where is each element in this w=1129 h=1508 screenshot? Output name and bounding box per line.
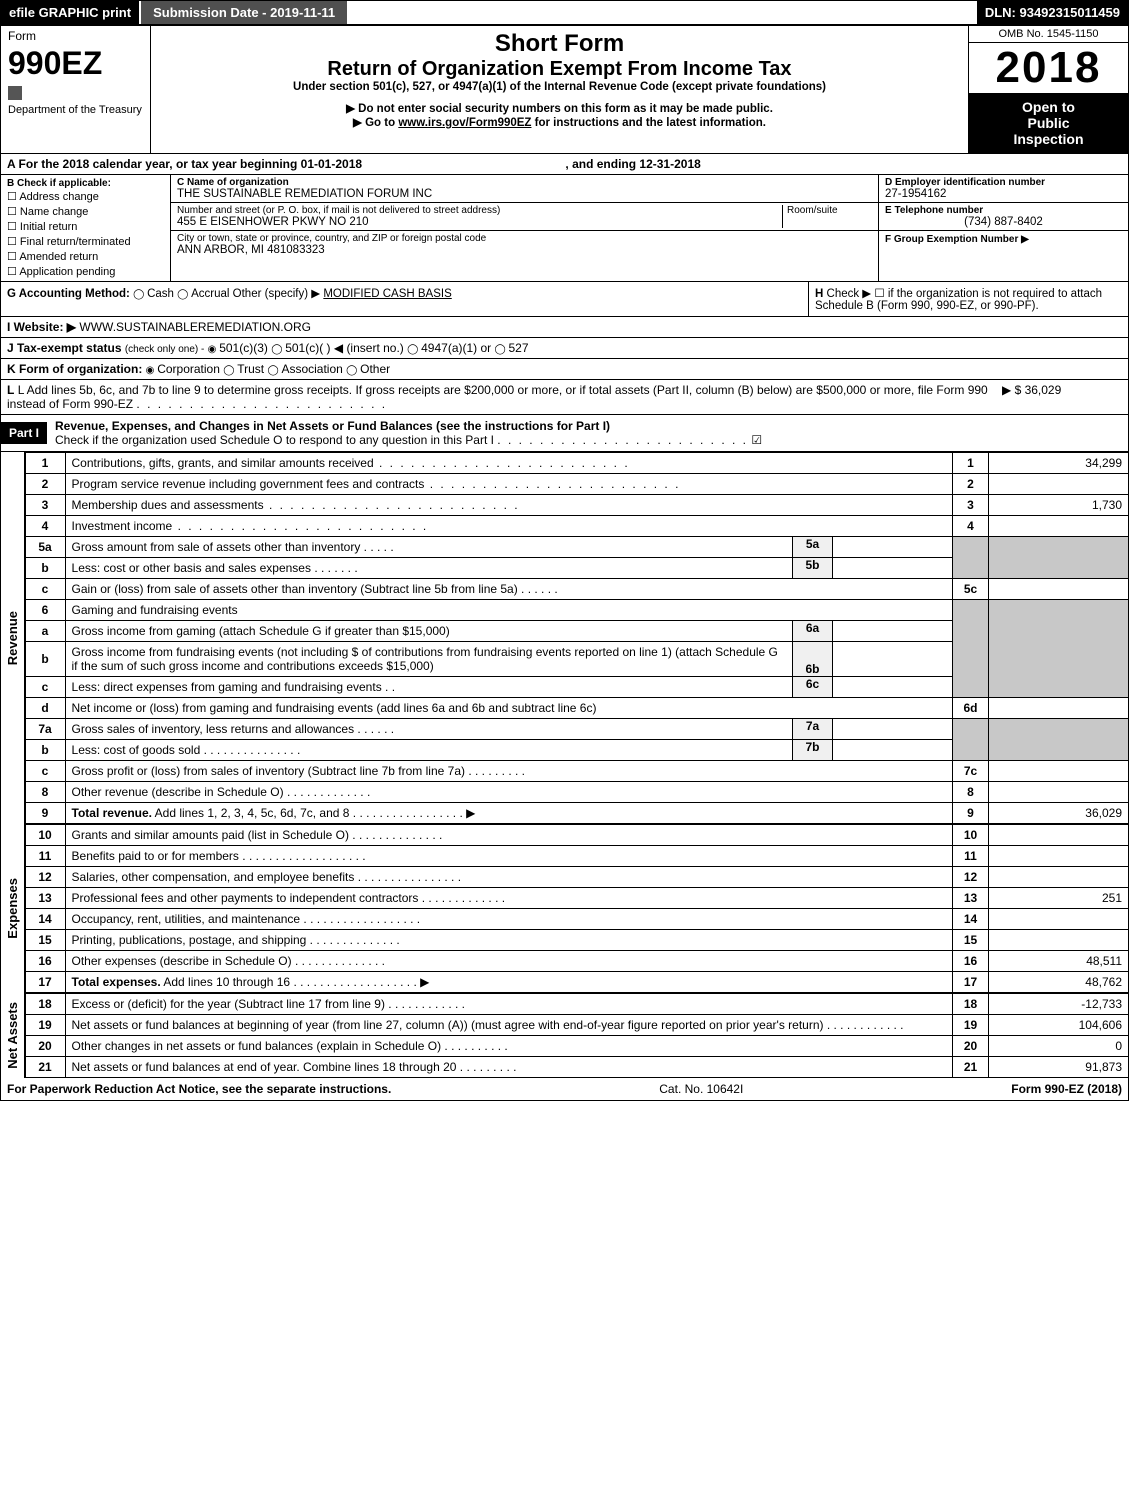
E-label: E Telephone number (885, 205, 1122, 216)
line-5c: cGain or (loss) from sale of assets othe… (25, 579, 1128, 600)
room-label: Room/suite (787, 205, 872, 216)
line-20: 20Other changes in net assets or fund ba… (25, 1036, 1128, 1057)
H-text: Check ▶ ☐ if the organization is not req… (815, 288, 1102, 312)
line-10: 10Grants and similar amounts paid (list … (25, 825, 1128, 846)
tax-year: 2018 (969, 43, 1128, 93)
netassets-label: Net Assets (3, 998, 22, 1073)
netassets-section: Net Assets 18Excess or (deficit) for the… (0, 993, 1129, 1078)
row-GH: G Accounting Method: Cash Accrual Other … (0, 282, 1129, 317)
line-5a: 5aGross amount from sale of assets other… (25, 537, 1128, 558)
radio-other-org[interactable]: Other (346, 362, 390, 376)
footer-mid: Cat. No. 10642I (659, 1082, 743, 1096)
check-initial[interactable]: Initial return (7, 219, 164, 234)
radio-assoc[interactable]: Association (267, 362, 342, 376)
L-amount: ▶ $ 36,029 (1002, 383, 1122, 411)
check-amended[interactable]: Amended return (7, 249, 164, 264)
subtitle-ssn: ▶ Do not enter social security numbers o… (159, 101, 960, 115)
form-label: Form (2, 27, 149, 45)
revenue-label: Revenue (3, 607, 22, 669)
check-name[interactable]: Name change (7, 204, 164, 219)
radio-corp[interactable]: Corporation (146, 362, 220, 376)
check-final[interactable]: Final return/terminated (7, 234, 164, 249)
street: 455 E EISENHOWER PKWY NO 210 (177, 216, 782, 228)
expenses-label: Expenses (3, 874, 22, 943)
dept-treasury: Department of the Treasury (2, 100, 149, 120)
city-label: City or town, state or province, country… (177, 233, 872, 244)
footer-left: For Paperwork Reduction Act Notice, see … (7, 1082, 391, 1096)
download-icon (8, 86, 22, 100)
partI-title: Revenue, Expenses, and Changes in Net As… (55, 419, 610, 433)
F-label: F Group Exemption Number ▶ (885, 234, 1029, 245)
revenue-section: Revenue 1Contributions, gifts, grants, a… (0, 452, 1129, 824)
line-9: 9Total revenue. Add lines 1, 2, 3, 4, 5c… (25, 803, 1128, 824)
line-4: 4Investment income4 (25, 516, 1128, 537)
check-pending[interactable]: Application pending (7, 264, 164, 279)
line-21: 21Net assets or fund balances at end of … (25, 1057, 1128, 1078)
form-number: 990EZ (2, 45, 149, 86)
line-15: 15Printing, publications, postage, and s… (25, 930, 1128, 951)
submission-date: Submission Date - 2019-11-11 (139, 1, 347, 24)
line-11: 11Benefits paid to or for members . . . … (25, 846, 1128, 867)
expenses-section: Expenses 10Grants and similar amounts pa… (0, 824, 1129, 993)
partI-check: Check if the organization used Schedule … (55, 433, 494, 447)
street-label: Number and street (or P. O. box, if mail… (177, 205, 782, 216)
irs-link[interactable]: www.irs.gov/Form990EZ (398, 117, 531, 129)
row-L: L L Add lines 5b, 6c, and 7b to line 9 t… (0, 380, 1129, 415)
line-6d: dNet income or (loss) from gaming and fu… (25, 698, 1128, 719)
radio-accrual[interactable]: Accrual (177, 288, 229, 300)
efile-print-button[interactable]: efile GRAPHIC print (1, 1, 139, 24)
radio-trust[interactable]: Trust (223, 362, 264, 376)
line-2: 2Program service revenue including gover… (25, 474, 1128, 495)
grid-BCDEF: B Check if applicable: Address change Na… (0, 175, 1129, 282)
line-19: 19Net assets or fund balances at beginni… (25, 1015, 1128, 1036)
row-J: J Tax-exempt status (check only one) - 5… (0, 338, 1129, 359)
row-K: K Form of organization: Corporation Trus… (0, 359, 1129, 380)
org-name: THE SUSTAINABLE REMEDIATION FORUM INC (177, 188, 872, 200)
footer-right: Form 990-EZ (2018) (1011, 1082, 1122, 1096)
subtitle-goto: ▶ Go to www.irs.gov/Form990EZ for instru… (159, 115, 960, 129)
radio-cash[interactable]: Cash (133, 288, 174, 300)
phone: (734) 887-8402 (885, 216, 1122, 228)
title-return: Return of Organization Exempt From Incom… (159, 58, 960, 81)
line-7a: 7aGross sales of inventory, less returns… (25, 719, 1128, 740)
open-public: Open to Public Inspection (969, 93, 1128, 153)
line-12: 12Salaries, other compensation, and empl… (25, 867, 1128, 888)
line-1: 1Contributions, gifts, grants, and simil… (25, 453, 1128, 474)
subtitle-section: Under section 501(c), 527, or 4947(a)(1)… (159, 81, 960, 93)
line-14: 14Occupancy, rent, utilities, and mainte… (25, 909, 1128, 930)
omb-number: OMB No. 1545-1150 (969, 26, 1128, 43)
line-16: 16Other expenses (describe in Schedule O… (25, 951, 1128, 972)
footer: For Paperwork Reduction Act Notice, see … (0, 1078, 1129, 1101)
partI-header-row: Part I Revenue, Expenses, and Changes in… (0, 415, 1129, 452)
website[interactable]: WWW.SUSTAINABLEREMEDIATION.ORG (79, 320, 311, 334)
radio-501c[interactable]: 501(c)( ) ◀ (insert no.) (271, 341, 404, 355)
accounting-other: MODIFIED CASH BASIS (323, 288, 451, 300)
line-7c: cGross profit or (loss) from sales of in… (25, 761, 1128, 782)
check-address[interactable]: Address change (7, 189, 164, 204)
line-8: 8Other revenue (describe in Schedule O) … (25, 782, 1128, 803)
radio-4947[interactable]: 4947(a)(1) or (407, 341, 491, 355)
row-A: A For the 2018 calendar year, or tax yea… (0, 154, 1129, 175)
row-I: I Website: ▶ WWW.SUSTAINABLEREMEDIATION.… (0, 317, 1129, 338)
line-18: 18Excess or (deficit) for the year (Subt… (25, 994, 1128, 1015)
form-header: Form 990EZ Department of the Treasury Sh… (0, 25, 1129, 154)
D-label: D Employer identification number (885, 177, 1122, 188)
line-3: 3Membership dues and assessments31,730 (25, 495, 1128, 516)
partI-label: Part I (1, 422, 47, 444)
line-17: 17Total expenses. Add lines 10 through 1… (25, 972, 1128, 993)
dln-label: DLN: 93492315011459 (977, 1, 1128, 24)
line-6: 6Gaming and fundraising events (25, 600, 1128, 621)
ein: 27-1954162 (885, 188, 1122, 200)
spacer (347, 1, 977, 24)
title-short-form: Short Form (159, 30, 960, 58)
B-label: B Check if applicable: (7, 178, 111, 189)
city: ANN ARBOR, MI 481083323 (177, 244, 872, 256)
line-13: 13Professional fees and other payments t… (25, 888, 1128, 909)
radio-527[interactable]: 527 (495, 341, 529, 355)
radio-501c3[interactable]: 501(c)(3) (208, 341, 268, 355)
top-bar: efile GRAPHIC print Submission Date - 20… (0, 0, 1129, 25)
C-name-label: C Name of organization (177, 177, 872, 188)
